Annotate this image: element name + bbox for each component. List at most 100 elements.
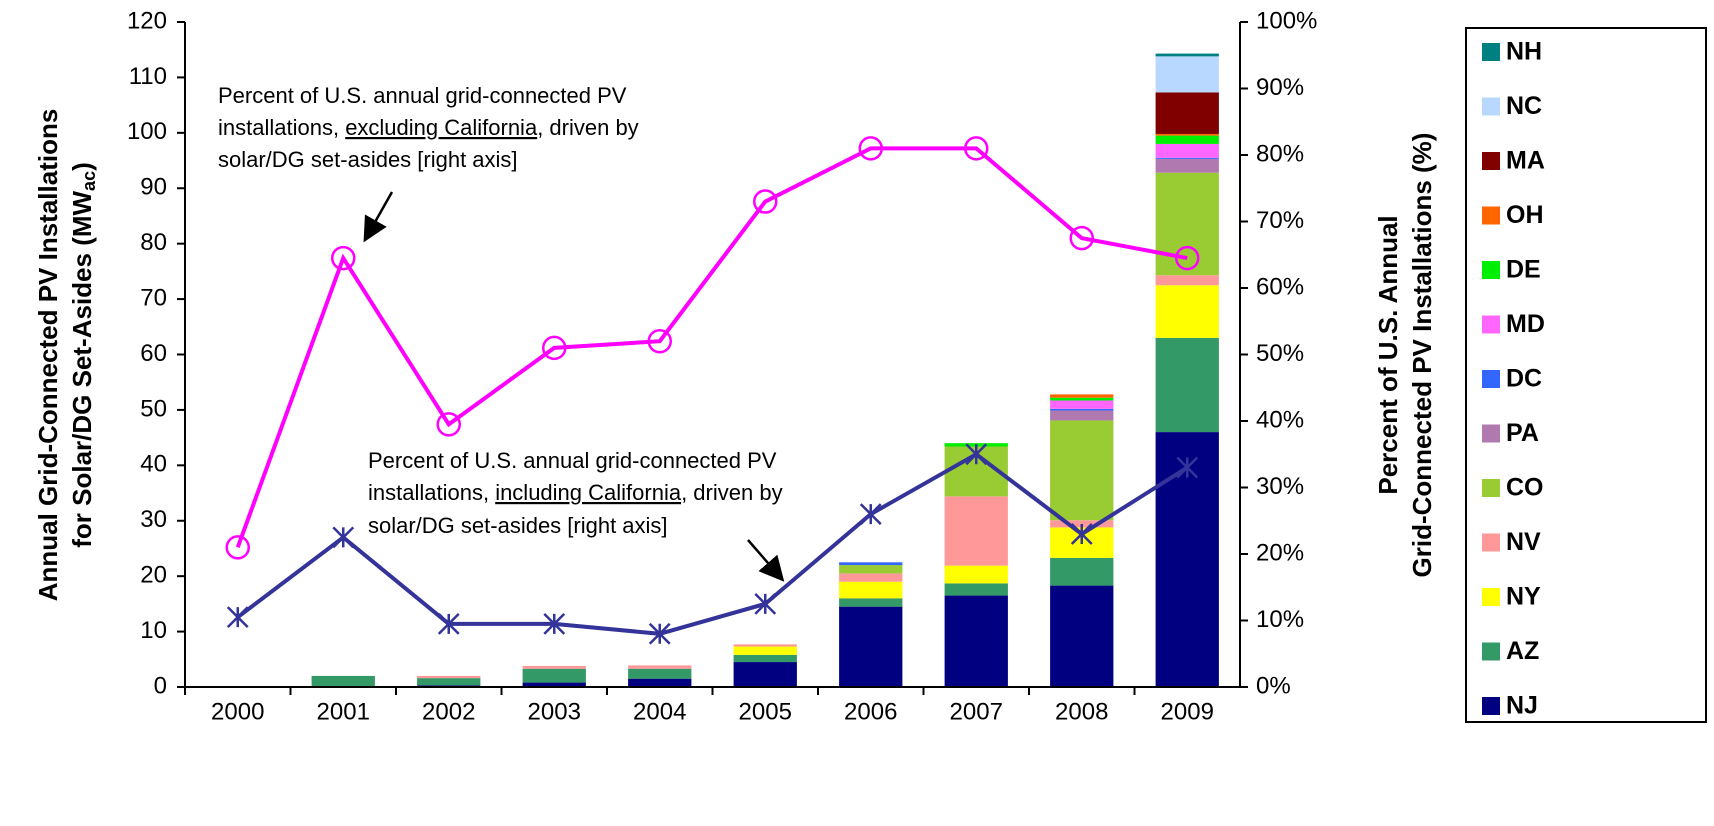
annotation-line: solar/DG set-asides [right axis] [218,147,518,172]
y2-label-line: Grid-Connected PV Installations (%) [1407,133,1437,578]
legend-swatch [1482,206,1500,225]
bar-segment [839,581,903,599]
line-marker [964,136,989,161]
x-tick-label: 2007 [950,698,1003,725]
line-marker [1175,245,1200,271]
x-tick-label: 2004 [633,698,686,725]
legend-label: NC [1506,92,1542,120]
bar-segment [311,675,375,687]
legend-label: MD [1506,310,1545,338]
x-tick-label: 2003 [528,698,581,725]
y-tick-label: 100 [127,118,167,145]
x-tick-label: 2009 [1161,698,1214,725]
bar-segment [944,595,1008,687]
x-tick-label: 2005 [739,698,792,725]
legend-swatch [1482,97,1500,116]
bar-segment [839,606,903,687]
bar-segment [522,668,586,683]
annotation-line: Percent of U.S. annual grid-connected PV [368,448,777,473]
y-tick-label: 80 [140,229,167,256]
x-tick-label: 2001 [317,698,370,725]
bar-segment [944,583,1008,596]
annotation-part: excluding California [345,115,538,140]
y-tick-label: 50 [140,395,167,422]
line-marker [543,612,566,635]
legend-swatch [1482,152,1500,170]
legend-swatch [1482,315,1500,334]
legend-label: NY [1506,583,1541,611]
annotation-arrow [363,191,394,243]
bar-segment [733,646,797,655]
bar-segment [839,562,903,566]
legend-label: NJ [1506,692,1538,720]
y-tick-label: 90 [140,174,167,201]
bar-segment [1050,408,1114,411]
y2-tick-label: 0% [1256,672,1291,699]
legend-swatch [1482,642,1500,661]
bar-segment [1050,557,1114,586]
bar-segment [733,644,797,647]
y2-tick-label: 60% [1256,273,1304,300]
bar-segment [417,675,481,679]
bar-segment [1050,420,1114,521]
bar-segment [1050,410,1114,421]
bar-segment [944,496,1008,566]
annotation-part: including California [495,480,682,505]
bar-segment [839,598,903,607]
bar-segment [628,678,692,687]
line [236,451,1189,636]
line-marker [1069,225,1094,251]
annotation-line: solar/DG set-asides [right axis] [368,513,668,538]
line-marker [332,526,355,549]
line-marker [331,245,356,271]
annotation: Percent of U.S. annual grid-connected PV… [218,83,639,243]
line-marker [754,592,777,615]
legend-box [1465,27,1707,723]
line-marker [1176,456,1199,479]
y-label-sub: ac [79,171,99,191]
bar-segment [1155,337,1219,433]
annotation-arrow [747,539,785,582]
y-tick-label: 40 [140,451,167,478]
legend-label: PA [1506,419,1539,447]
x-tick-label: 2008 [1055,698,1108,725]
y2-tick-label: 70% [1256,207,1304,234]
legend-label: NH [1506,38,1542,66]
bar-segment [628,665,692,669]
annotation-line: Percent of U.S. annual grid-connected PV [218,83,627,108]
annotation-part: , driven by [537,115,639,140]
legend-swatch [1482,697,1500,715]
legend-label: OH [1506,201,1544,229]
annotation-part: installations, [218,115,345,140]
y-tick-label: 70 [140,284,167,311]
line-marker [225,535,250,560]
x-tick-label: 2006 [844,698,897,725]
line-marker [542,335,567,361]
y-axis-label: Annual Grid-Connected PV Installations f… [33,109,99,602]
line-marker [965,443,988,466]
annotation-part: installations, [368,480,495,505]
legend-swatch [1482,588,1500,606]
legend-swatch [1482,424,1500,443]
y-tick-label: 30 [140,506,167,533]
legend-label: MA [1506,147,1545,175]
y-tick-label: 0 [154,672,167,699]
line-marker [437,612,460,635]
bar-segment [1050,400,1114,409]
bar-segment [1050,585,1114,687]
y-tick-label: 20 [140,562,167,589]
bar-segment [1155,133,1219,136]
legend-label: CO [1506,474,1544,502]
legend-swatch [1482,43,1500,61]
y-tick-label: 60 [140,340,167,367]
bar-segment [522,665,586,669]
bar-segment [1155,157,1219,159]
bar-segment [1155,285,1219,338]
x-tick-label: 2000 [211,698,264,725]
bar-segment [1050,397,1114,401]
line-marker [858,136,883,161]
y2-label-line: Percent of U.S. Annual [1373,215,1403,494]
bar-segment [944,565,1008,584]
line-marker [648,622,671,645]
